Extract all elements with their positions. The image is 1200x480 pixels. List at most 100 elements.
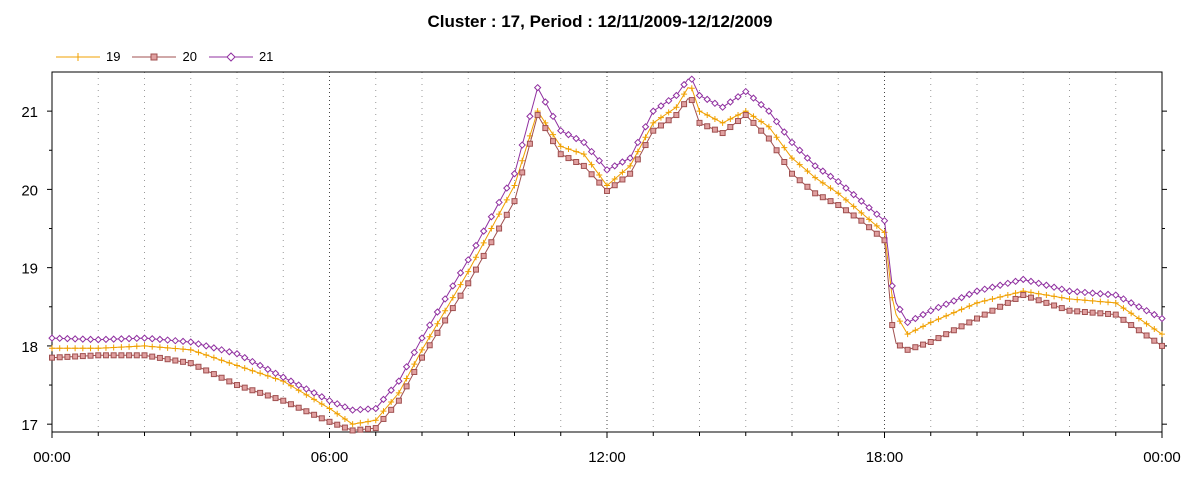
legend-label-21: 21	[258, 49, 274, 64]
series-point-19	[203, 352, 210, 359]
series-point-21	[1058, 285, 1066, 293]
series-point-19	[657, 114, 664, 121]
series-point-20	[419, 354, 425, 361]
series-point-20	[1151, 337, 1158, 344]
series-point-19	[812, 174, 819, 181]
series-point-21	[942, 300, 950, 308]
series-point-20	[465, 280, 472, 287]
series-point-21	[796, 146, 804, 154]
series-point-19	[234, 362, 240, 369]
series-point-21	[1027, 277, 1035, 286]
series-point-20	[64, 353, 71, 360]
series-point-20	[1120, 316, 1127, 323]
series-point-21	[1112, 291, 1120, 299]
series-point-21	[410, 348, 418, 357]
series-point-20	[588, 171, 595, 178]
series-point-20	[1105, 310, 1112, 317]
series-point-20	[604, 187, 610, 194]
series-point-21	[557, 126, 565, 135]
series-point-19	[619, 169, 626, 176]
series-point-19	[249, 367, 256, 374]
series-point-21	[94, 335, 102, 344]
series-point-21	[834, 177, 842, 186]
series-point-21	[1011, 277, 1020, 286]
series-point-20	[835, 202, 842, 209]
series-point-20	[1043, 299, 1050, 306]
series-point-20	[1135, 327, 1142, 334]
series-point-19	[1143, 320, 1150, 327]
series-point-21	[526, 112, 534, 121]
series-point-19	[1027, 289, 1034, 296]
series-point-19	[819, 179, 826, 186]
series-point-21	[803, 154, 812, 162]
series-point-19	[634, 148, 641, 155]
series-point-19	[912, 327, 919, 334]
series-point-19	[719, 119, 726, 126]
series-point-19	[126, 343, 133, 350]
y-tick-label: 19	[21, 261, 38, 278]
series-point-19	[56, 345, 63, 352]
series-point-19	[989, 295, 996, 302]
series-point-21	[703, 95, 711, 104]
series-point-20	[241, 384, 248, 391]
series-point-20	[573, 159, 580, 165]
series-point-20	[804, 183, 811, 190]
legend-swatch-21	[208, 51, 253, 62]
series-point-21	[857, 197, 866, 205]
series-point-19	[95, 345, 102, 352]
series-point-21	[56, 334, 64, 343]
series-point-21	[641, 123, 650, 131]
series-point-20	[565, 155, 572, 162]
series-point-21	[657, 102, 665, 110]
series-point-20	[711, 126, 718, 133]
series-point-21	[1150, 310, 1158, 319]
series-point-19	[827, 185, 834, 192]
series-point-19	[943, 312, 950, 319]
series-point-20	[850, 212, 857, 219]
series-point-21	[672, 91, 681, 100]
legend-item-19: 19	[56, 49, 120, 64]
series-point-19	[1105, 299, 1112, 306]
series-point-21	[48, 334, 56, 342]
series-point-20	[341, 424, 348, 431]
series-point-21	[533, 83, 542, 92]
series-point-19	[773, 134, 780, 141]
series-point-21	[927, 306, 935, 315]
series-point-19	[1097, 298, 1104, 305]
series-point-20	[326, 418, 333, 425]
series-point-19	[141, 342, 148, 349]
series-point-21	[934, 303, 943, 312]
series-point-20	[534, 112, 541, 119]
series-point-19	[1043, 292, 1050, 299]
series-point-20	[249, 387, 256, 394]
series-point-19	[596, 172, 603, 179]
series-point-19	[110, 344, 117, 351]
series-point-19	[789, 155, 795, 162]
series-point-21	[888, 282, 896, 290]
series-point-21	[171, 336, 180, 345]
series-point-19	[257, 370, 264, 377]
series-point-21	[117, 335, 126, 343]
series-point-20	[796, 177, 803, 184]
series-point-20	[627, 170, 634, 177]
series-point-20	[758, 127, 765, 134]
legend-swatch-19	[56, 52, 100, 61]
series-point-20	[688, 97, 695, 104]
series-point-20	[1089, 309, 1096, 316]
series-point-19	[403, 375, 410, 382]
series-point-19	[472, 254, 479, 261]
series-point-19	[711, 115, 718, 122]
series-point-20	[989, 307, 996, 314]
series-point-20	[765, 135, 772, 142]
series-point-19	[1081, 297, 1088, 304]
series-point-20	[735, 118, 742, 125]
series-point-19	[881, 229, 888, 236]
series-point-19	[64, 345, 71, 352]
series-point-20	[357, 426, 364, 433]
series-point-19	[349, 421, 356, 428]
series-point-19	[149, 343, 156, 350]
series-point-19	[1035, 290, 1042, 297]
series-point-19	[156, 344, 163, 351]
series-point-20	[997, 303, 1004, 310]
